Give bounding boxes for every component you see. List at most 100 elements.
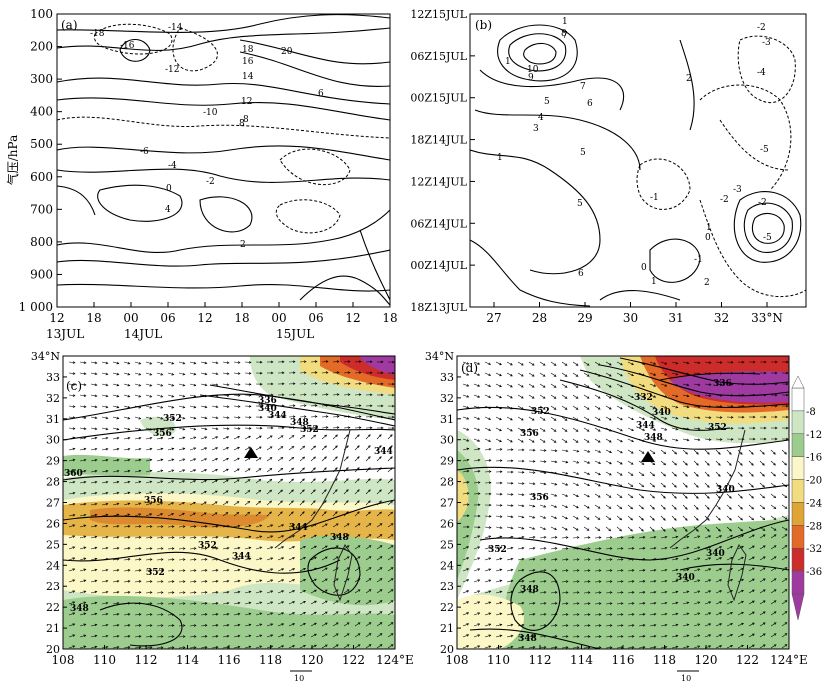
contour-label: -12 (165, 65, 180, 75)
contour-label: 8 (561, 29, 567, 39)
contour-label: -6 (140, 147, 149, 157)
panel-c-map (63, 356, 395, 649)
x-tick-label: 124°E (376, 653, 414, 667)
contour-label: 344 (289, 523, 308, 533)
colorbar-swatch (792, 388, 804, 411)
x-tick-label: 06 (308, 311, 323, 325)
contour-label: 352 (163, 414, 182, 424)
contour-label: 352 (531, 407, 550, 417)
contour-label: 336 (713, 379, 732, 389)
y-tick-label: 00Z15JUL (410, 92, 467, 105)
contour-label: 340 (706, 549, 725, 559)
x-tick-label: 00 (123, 311, 138, 325)
contour-label: 5 (577, 199, 583, 209)
x-tick-label: 122 (342, 653, 365, 667)
x-tick-label: 110 (93, 653, 116, 667)
contour-label: 1 (497, 153, 503, 163)
y-tick-label: 28 (440, 476, 454, 489)
contour-label: 20 (281, 47, 293, 57)
colorbar-swatch (792, 457, 804, 480)
panel-a-date-15jul: 15JUL (276, 327, 314, 341)
contour-label: 348 (520, 585, 539, 595)
contour-label: 344 (636, 421, 655, 431)
colorbar-label: -32 (806, 544, 822, 555)
panel-a-ylabel: 气压/hPa (5, 135, 20, 185)
colorbar-label: -8 (806, 407, 816, 418)
colorbar-label: -24 (806, 498, 822, 509)
x-tick-label: 108 (446, 653, 469, 667)
contour-label: 4 (538, 113, 544, 123)
y-tick-label: 400 (30, 105, 53, 119)
contour-label: 3 (533, 124, 539, 134)
contour-label: 12 (241, 97, 252, 107)
panel-a: (a) 气压/hPa 1002003004005006007008009001 … (5, 7, 398, 341)
contour-label: 356 (530, 493, 549, 503)
y-tick-label: 12Z14JUL (410, 175, 467, 188)
y-tick-label: 06Z14JUL (410, 217, 467, 230)
contour-label: 348 (70, 604, 89, 614)
contour-label: -2 (758, 198, 767, 208)
x-tick-label: 31 (668, 311, 683, 325)
y-tick-label: 34°N (31, 350, 60, 363)
x-tick-label: 114 (176, 653, 199, 667)
x-tick-label: 112 (529, 653, 552, 667)
contour-label: 352 (708, 423, 727, 433)
x-tick-label: 32 (714, 311, 729, 325)
panel-b: (b) 12Z15JUL06Z15JUL00Z15JUL18Z14JUL12Z1… (410, 8, 806, 325)
contour-label: -14 (168, 23, 183, 33)
contour-label: 16 (242, 57, 254, 67)
x-tick-label: 124°E (770, 653, 808, 667)
y-tick-label: 06Z15JUL (410, 50, 467, 63)
y-tick-label: 300 (30, 72, 53, 86)
colorbar-swatch (792, 571, 804, 594)
y-tick-label: 100 (30, 7, 53, 21)
x-tick-label: 30 (623, 311, 638, 325)
contour-label: -1 (694, 255, 703, 265)
x-tick-label: 27 (486, 311, 501, 325)
y-tick-label: 26 (440, 517, 454, 530)
y-tick-label: 31 (440, 413, 454, 426)
contour-label: 340 (716, 485, 735, 495)
contour-label: 6 (318, 89, 324, 99)
y-tick-label: 600 (30, 170, 53, 184)
contour-label: -2 (720, 195, 729, 205)
colorbar-swatch (792, 502, 804, 525)
y-tick-label: 32 (46, 392, 60, 405)
colorbar-swatch (792, 548, 804, 571)
colorbar: -8-12-16-20-24-28-32-36 (792, 376, 822, 620)
y-tick-label: 29 (440, 455, 454, 468)
y-tick-label: 700 (30, 202, 53, 216)
contour-label: -2 (206, 177, 215, 187)
x-tick-label: 118 (259, 653, 282, 667)
x-tick-label: 12 (197, 311, 212, 325)
y-tick-label: 800 (30, 235, 53, 249)
panel-d-map (457, 356, 789, 649)
colorbar-swatch (792, 411, 804, 434)
contour-label: -3 (762, 38, 771, 48)
panel-c-vector-scale: 10 (290, 671, 312, 683)
contour-label: 2 (686, 74, 692, 84)
y-tick-label: 200 (30, 40, 53, 54)
y-tick-label: 1 000 (19, 300, 53, 314)
panel-a-date-13jul: 13JUL (46, 327, 84, 341)
colorbar-swatch (792, 434, 804, 457)
y-tick-label: 18Z13JUL (410, 301, 467, 314)
contour-label: 0 (705, 233, 711, 243)
contour-label: 356 (153, 429, 172, 439)
contour-label: 0 (166, 184, 172, 194)
panel-d-label: (d) (461, 361, 478, 375)
x-tick-label: 114 (570, 653, 593, 667)
x-tick-label: 122 (736, 653, 759, 667)
panel-c-label: (c) (66, 379, 82, 393)
contour-label: 348 (518, 634, 537, 644)
y-tick-label: 25 (46, 538, 60, 551)
x-tick-label: 18 (86, 311, 101, 325)
contour-label: 352 (300, 425, 319, 435)
y-tick-label: 22 (46, 601, 60, 614)
